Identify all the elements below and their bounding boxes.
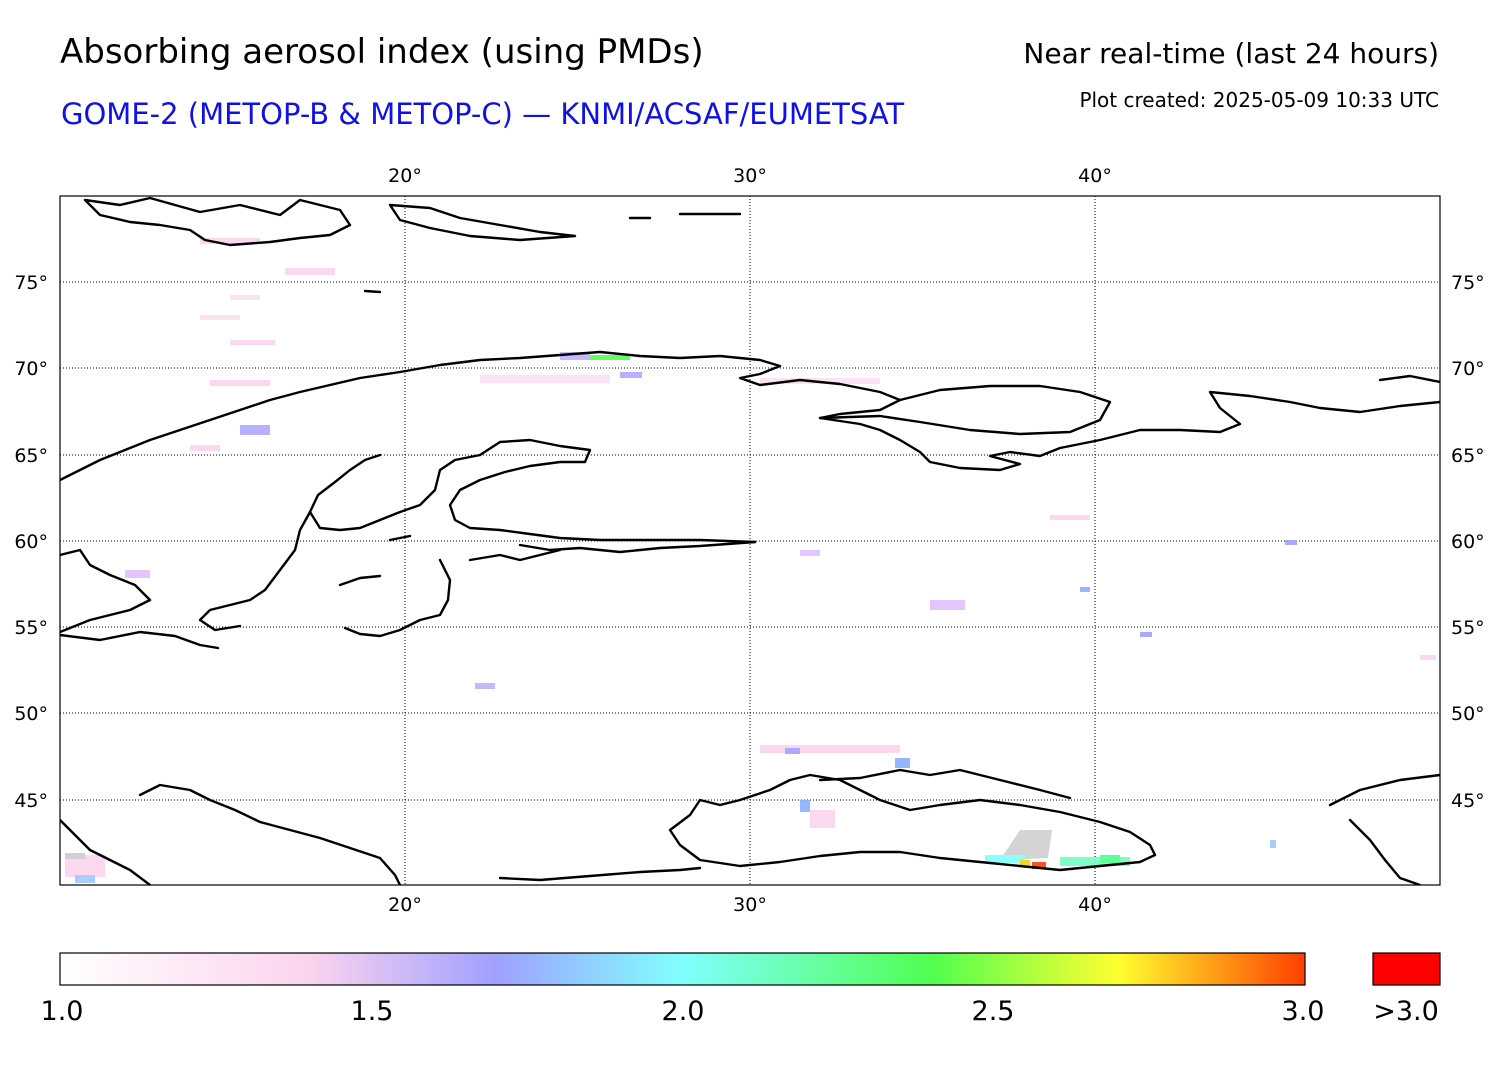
colorbar-tick-label: 1.0: [41, 996, 84, 1027]
colorbar-overflow: [1372, 952, 1441, 986]
colorbar-overflow-label: >3.0: [1373, 996, 1439, 1027]
lat-tick-label: 60°: [1451, 531, 1485, 553]
lat-tick-label: 50°: [1451, 703, 1485, 725]
lon-tick-label: 30°: [733, 165, 767, 187]
lat-ticks-left: 75° 70° 65° 60° 55° 50° 45°: [14, 272, 48, 812]
time-period: Near real-time (last 24 hours): [1023, 37, 1439, 70]
lat-tick-label: 70°: [1451, 358, 1485, 380]
lat-tick-label: 75°: [14, 272, 48, 294]
lat-tick-label: 50°: [14, 703, 48, 725]
lon-tick-label: 40°: [1078, 894, 1112, 916]
colorbar: [59, 952, 1306, 986]
lon-tick-label: 40°: [1078, 165, 1112, 187]
map-title: Absorbing aerosol index (using PMDs): [60, 32, 704, 72]
map-subtitle: GOME-2 (METOP-B & METOP-C) — KNMI/ACSAF/…: [61, 97, 905, 131]
lat-tick-label: 70°: [14, 358, 48, 380]
lat-tick-label: 65°: [1451, 445, 1485, 467]
lat-tick-label: 55°: [14, 617, 48, 639]
graticule: [60, 196, 1440, 885]
lon-tick-label: 20°: [388, 894, 422, 916]
lat-tick-label: 60°: [14, 531, 48, 553]
lat-tick-label: 45°: [1451, 790, 1485, 812]
colorbar-tick-label: 2.0: [662, 996, 705, 1027]
colorbar-tick-label: 2.5: [972, 996, 1015, 1027]
colorbar-tick-label: 3.0: [1282, 996, 1325, 1027]
lon-tick-label: 30°: [733, 894, 767, 916]
plot-created: Plot created: 2025-05-09 10:33 UTC: [1079, 88, 1439, 112]
lon-ticks-top: 20° 30° 40°: [388, 165, 1112, 187]
lat-tick-label: 65°: [14, 445, 48, 467]
lat-tick-label: 45°: [14, 790, 48, 812]
lat-tick-label: 75°: [1451, 272, 1485, 294]
lon-ticks-bottom: 20° 30° 40°: [388, 894, 1112, 916]
colorbar-ticks: 1.0 1.5 2.0 2.5 3.0 >3.0: [41, 996, 1439, 1027]
lon-tick-label: 20°: [388, 165, 422, 187]
lat-ticks-right: 75° 70° 65° 60° 55° 50° 45°: [1451, 272, 1485, 812]
colorbar-tick-label: 1.5: [351, 996, 394, 1027]
lat-tick-label: 55°: [1451, 617, 1485, 639]
coastlines: [60, 196, 1440, 885]
